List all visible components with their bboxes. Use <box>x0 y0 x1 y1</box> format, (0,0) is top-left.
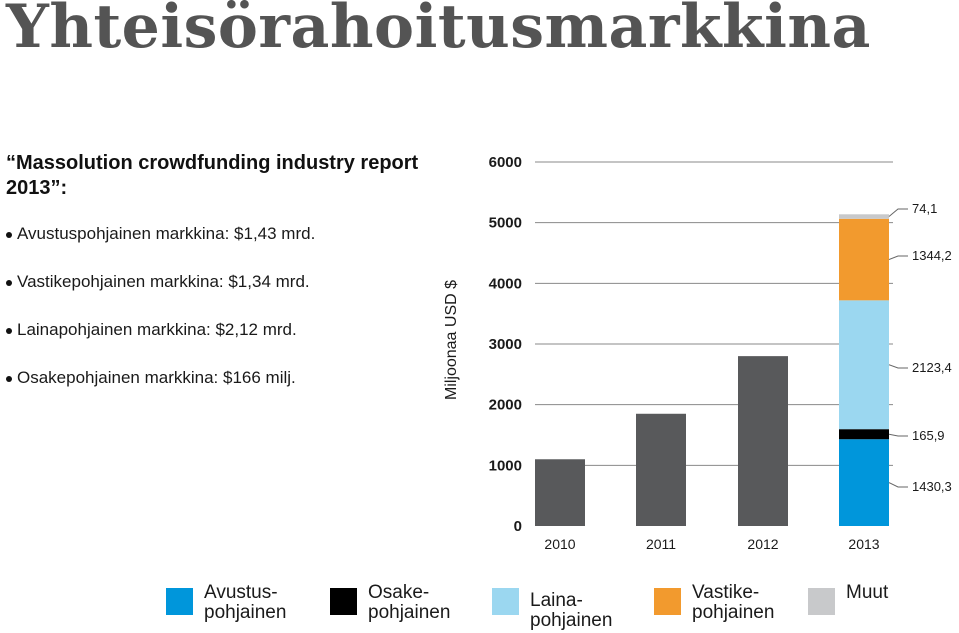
data-label-laina: 2123,4 <box>912 360 952 375</box>
legend-label-avustus: Avustus- pohjainen <box>204 582 287 623</box>
bullet-dot <box>6 231 12 238</box>
legend-item-osake: Osake- pohjainen <box>330 583 450 623</box>
bar-2013-vastike <box>839 218 889 301</box>
bullet-item: Lainapohjainen markkina: $2,12 mrd. <box>6 320 297 340</box>
x-tick-label: 2013 <box>848 536 879 552</box>
annotation-leader-muut <box>888 208 908 217</box>
bullet-item: Vastikepohjainen markkina: $1,34 mrd. <box>6 272 310 292</box>
y-tick-label: 3000 <box>489 336 522 353</box>
bullet-item: Avustuspohjainen markkina: $1,43 mrd. <box>6 224 315 244</box>
legend-swatch-muut <box>808 588 835 615</box>
data-label-muut: 74,1 <box>912 201 937 216</box>
bullet-item: Osakepohjainen markkina: $166 milj. <box>6 368 296 388</box>
y-tick-label: 5000 <box>489 215 522 232</box>
data-label-vastike: 1344,2 <box>912 248 952 263</box>
bar-2010 <box>535 459 585 526</box>
legend-item-laina: Laina- pohjainen <box>492 583 612 631</box>
bar-2012 <box>738 356 788 526</box>
bar-2013-osake <box>839 429 889 440</box>
annotation-leader-vastike <box>888 255 908 261</box>
x-tick-label: 2010 <box>544 536 575 552</box>
y-tick-label: 0 <box>514 518 522 535</box>
x-tick-label: 2012 <box>747 536 778 552</box>
y-tick-label: 6000 <box>489 154 522 171</box>
bar-2013-laina <box>839 300 889 430</box>
y-tick-label: 1000 <box>489 457 522 474</box>
annotation-leader-avustus <box>888 482 908 488</box>
bar-2013-avustus <box>839 439 889 526</box>
legend-swatch-vastike <box>654 588 681 615</box>
bullet-text: Avustuspohjainen markkina: $1,43 mrd. <box>17 224 316 243</box>
bullet-dot <box>6 327 12 334</box>
legend-label-osake: Osake- pohjainen <box>368 582 451 623</box>
x-tick-label: 2011 <box>646 536 676 552</box>
legend-label-muut: Muut <box>846 582 889 603</box>
bullet-dot <box>6 375 12 382</box>
legend-swatch-osake <box>330 588 357 615</box>
legend-item-avustus: Avustus- pohjainen <box>166 583 286 623</box>
y-axis-label: Miljoonaa USD $ <box>443 280 460 400</box>
annotation-leader-osake <box>888 433 908 437</box>
legend-label-vastike: Vastike- pohjainen <box>692 582 775 623</box>
legend-label-laina: Laina- pohjainen <box>530 590 613 631</box>
bar-2013-muut <box>839 214 889 219</box>
annotation-leader-laina <box>888 364 908 369</box>
bullet-dot <box>6 279 12 286</box>
page-title: Yhteisörahoitusmarkkina <box>6 0 871 62</box>
y-tick-label: 2000 <box>489 397 522 414</box>
data-label-avustus: 1430,3 <box>912 479 952 494</box>
report-title: “Massolution crowdfunding industry repor… <box>6 152 419 199</box>
data-label-osake: 165,9 <box>912 428 945 443</box>
bullet-text: Osakepohjainen markkina: $166 milj. <box>17 368 296 387</box>
legend-swatch-laina <box>492 588 519 615</box>
bullet-text: Vastikepohjainen markkina: $1,34 mrd. <box>17 272 310 291</box>
y-tick-label: 4000 <box>489 275 522 292</box>
legend-swatch-avustus <box>166 588 193 615</box>
bar-2011 <box>636 413 686 526</box>
legend-item-vastike: Vastike- pohjainen <box>654 583 774 623</box>
bullet-text: Lainapohjainen markkina: $2,12 mrd. <box>17 320 297 339</box>
legend-item-muut: Muut <box>808 583 888 615</box>
